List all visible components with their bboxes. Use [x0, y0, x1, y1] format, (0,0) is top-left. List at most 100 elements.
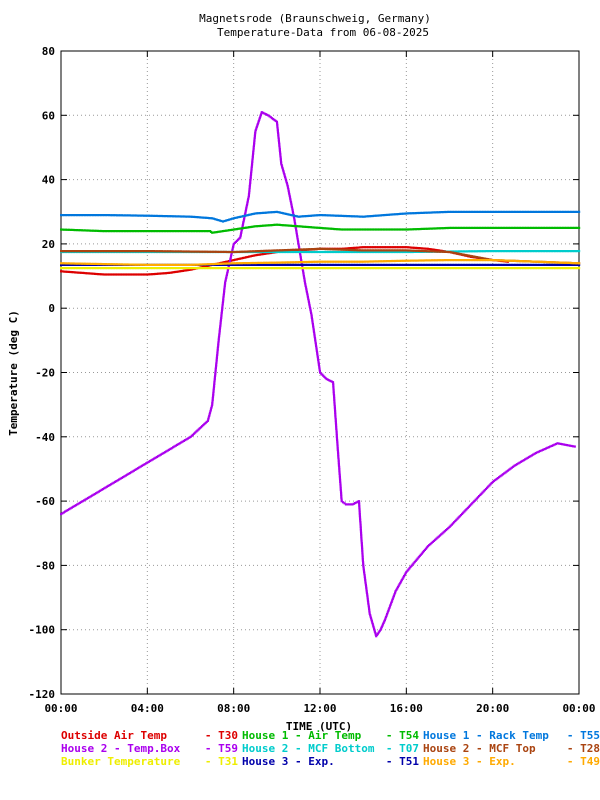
data-point	[154, 263, 157, 266]
data-point	[133, 267, 136, 270]
data-point	[546, 267, 549, 270]
data-point	[381, 228, 384, 231]
data-point	[342, 501, 345, 504]
data-point	[261, 263, 264, 266]
data-point	[448, 210, 451, 213]
data-point	[499, 250, 502, 253]
data-point	[566, 210, 569, 213]
data-point	[446, 528, 449, 531]
data-point	[113, 273, 116, 276]
data-point	[365, 263, 368, 266]
data-point	[517, 462, 520, 465]
data-point	[90, 229, 93, 232]
data-point	[255, 127, 258, 130]
data-point	[240, 250, 243, 253]
data-point	[266, 267, 269, 270]
data-point	[337, 228, 340, 231]
data-point	[306, 225, 309, 229]
data-point	[284, 177, 287, 180]
data-point	[295, 248, 298, 251]
data-point	[274, 267, 277, 270]
data-point	[291, 261, 294, 264]
y-tick-label: 40	[42, 174, 55, 187]
data-point	[363, 263, 366, 266]
data-point	[536, 263, 539, 266]
data-point	[349, 215, 352, 218]
data-point	[485, 250, 488, 253]
data-point	[466, 226, 469, 229]
data-point	[560, 250, 563, 253]
data-point	[389, 250, 392, 254]
data-point	[308, 305, 311, 308]
x-tick-label: 08:00	[217, 702, 250, 715]
data-point	[251, 154, 254, 157]
data-point	[73, 271, 77, 274]
data-point	[525, 260, 528, 263]
data-point	[208, 217, 211, 220]
data-point	[418, 263, 421, 266]
data-point	[214, 368, 217, 371]
data-point	[306, 294, 309, 297]
data-point	[298, 250, 301, 254]
data-point	[77, 214, 80, 217]
data-point	[478, 250, 482, 253]
data-point	[277, 140, 280, 143]
data-point	[506, 469, 510, 472]
data-point	[413, 228, 416, 231]
data-point	[286, 183, 289, 186]
data-point	[214, 373, 217, 376]
data-point	[319, 250, 322, 254]
data-point	[202, 250, 205, 253]
data-point	[64, 510, 67, 513]
data-point	[416, 249, 419, 252]
data-point	[507, 210, 510, 213]
data-point	[526, 267, 529, 270]
data-point	[421, 227, 424, 230]
data-point	[146, 214, 149, 217]
data-point	[254, 132, 257, 135]
data-point	[288, 250, 291, 254]
data-point	[245, 256, 248, 259]
data-point	[440, 533, 443, 536]
data-point	[361, 556, 364, 559]
data-point	[395, 259, 398, 262]
data-point	[573, 226, 576, 229]
data-point	[354, 260, 357, 263]
data-point	[109, 273, 112, 276]
data-point	[368, 228, 371, 231]
data-point	[276, 128, 279, 131]
data-point	[173, 215, 176, 218]
data-point	[247, 194, 250, 197]
data-point	[409, 565, 412, 569]
data-point	[571, 226, 574, 229]
data-point	[363, 572, 366, 575]
data-point	[528, 263, 531, 266]
data-point	[288, 213, 291, 216]
data-point	[547, 263, 550, 266]
data-point	[103, 263, 106, 266]
data-point	[211, 263, 215, 266]
data-point	[574, 267, 577, 270]
data-point	[291, 250, 294, 254]
data-point	[403, 212, 406, 215]
data-point	[87, 229, 90, 232]
data-point	[207, 418, 210, 421]
data-point	[348, 503, 351, 506]
data-point	[512, 250, 515, 253]
data-point	[426, 545, 430, 548]
data-point	[411, 250, 414, 254]
data-point	[515, 263, 518, 266]
data-point	[255, 261, 258, 265]
data-point	[549, 226, 552, 229]
data-point	[314, 338, 317, 341]
data-point	[296, 239, 300, 242]
data-point	[451, 267, 454, 270]
data-point	[387, 249, 390, 252]
data-point	[393, 593, 396, 596]
data-point	[63, 214, 66, 217]
data-point	[255, 212, 258, 215]
data-point	[410, 246, 413, 249]
data-point	[69, 267, 72, 270]
data-point	[63, 250, 66, 253]
data-point	[449, 524, 452, 527]
